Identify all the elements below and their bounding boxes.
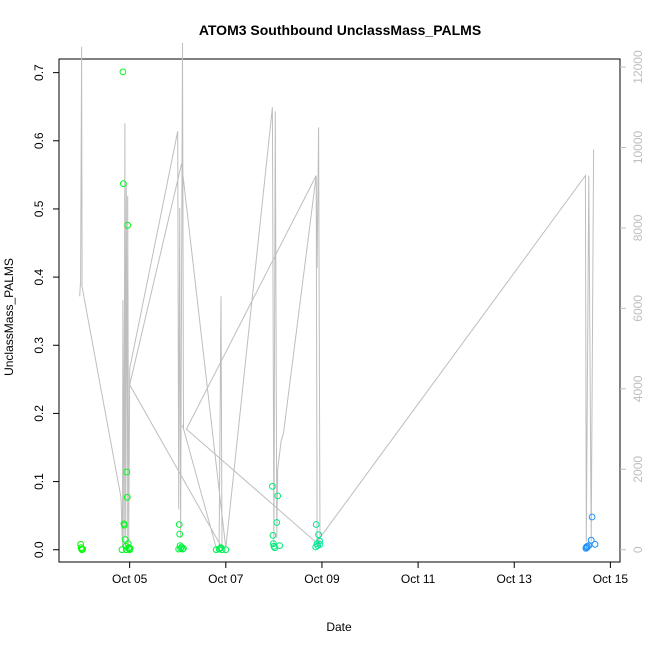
points-layer [77, 68, 599, 554]
data-point [120, 180, 127, 188]
y-axis-label: UnclassMass_PALMS [2, 258, 16, 376]
data-point [222, 546, 230, 554]
x-tick-label: Oct 13 [497, 572, 533, 586]
x-tick-label: Oct 05 [112, 572, 148, 586]
y-axis: 0.0 0.1 0.2 0.3 0.4 0.5 0.6 0.7 [32, 64, 59, 558]
y2-tick-label: 0 [631, 546, 645, 553]
y-tick-label: 0.3 [32, 337, 46, 354]
y2-tick-label: 4000 [631, 375, 645, 402]
data-point [585, 542, 593, 549]
x-tick-label: Oct 11 [401, 572, 436, 586]
data-point [119, 68, 127, 76]
y-tick-label: 0.2 [32, 405, 46, 422]
data-point [176, 530, 184, 538]
plot-frame [58, 58, 621, 563]
data-point [215, 545, 223, 553]
y2-tick-label: 6000 [631, 295, 645, 322]
data-point [123, 468, 131, 476]
y-tick-label: 0.7 [32, 64, 46, 81]
data-point [274, 492, 282, 500]
y-tick-label: 0.6 [32, 132, 46, 149]
data-point [179, 545, 186, 553]
y2-tick-label: 8000 [631, 214, 645, 241]
y2-tick-label: 10000 [631, 130, 645, 164]
data-point [276, 542, 284, 549]
data-point [269, 482, 276, 490]
data-point [180, 545, 187, 552]
y-tick-label: 0.5 [32, 200, 46, 217]
data-point [123, 493, 131, 501]
data-point [79, 545, 86, 553]
data-point [591, 540, 599, 548]
data-point [316, 537, 324, 545]
y2-tick-label: 2000 [631, 456, 645, 483]
data-point [118, 546, 126, 554]
data-point [316, 540, 324, 548]
chart-title: ATOM3 Southbound UnclassMass_PALMS [199, 22, 481, 38]
x-tick-label: Oct 15 [593, 572, 629, 586]
data-point [126, 545, 134, 552]
data-point [312, 521, 320, 528]
data-point [124, 221, 132, 229]
x-tick-label: Oct 07 [208, 572, 244, 586]
data-point [588, 513, 596, 521]
data-point [315, 531, 323, 539]
y-tick-label: 0.0 [32, 541, 46, 558]
y-tick-label: 0.1 [32, 473, 46, 490]
data-point [587, 536, 595, 544]
data-point [175, 521, 183, 528]
x-axis-label: Date [326, 620, 352, 634]
x-tick-label: Oct 09 [304, 572, 340, 586]
y-tick-label: 0.4 [32, 268, 46, 285]
x-axis: Oct 05 Oct 07 Oct 09 Oct 11 Oct 13 Oct 15 [112, 562, 628, 586]
data-point [121, 521, 128, 529]
data-point [273, 519, 281, 526]
y2-axis: 0 2000 4000 6000 8000 10000 12000 [620, 50, 645, 553]
y2-tick-label: 12000 [631, 50, 645, 84]
data-point [218, 546, 226, 554]
data-point [269, 532, 277, 539]
data-point [270, 540, 277, 547]
